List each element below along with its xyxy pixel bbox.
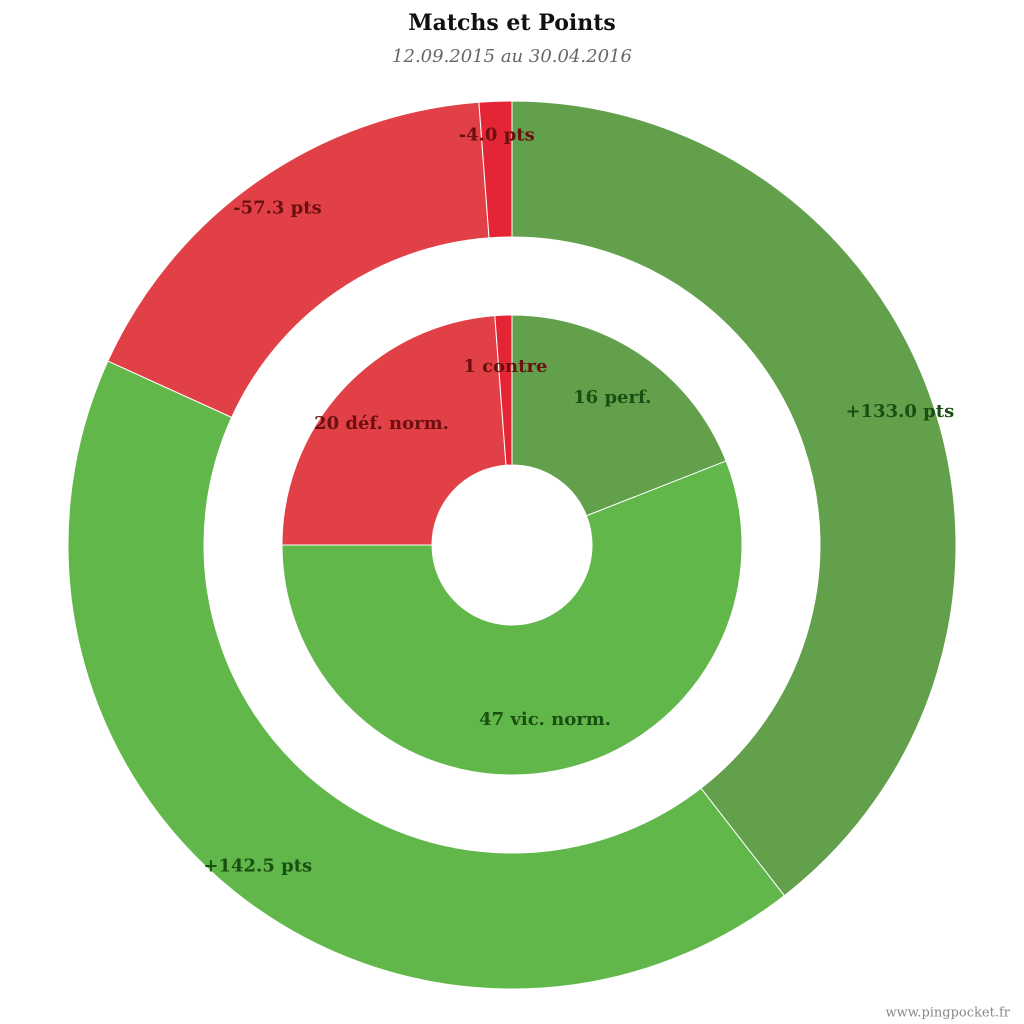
data-label: +142.5 pts [203,856,312,877]
pie-slice [511,100,957,897]
pie-slice [494,314,513,466]
data-label: -57.3 pts [233,198,322,219]
chart-title: Matchs et Points [408,10,616,36]
pie-slice [107,101,490,419]
data-label: +133.0 pts [845,401,954,422]
pie-slice [281,315,507,546]
data-label: 1 contre [463,356,547,377]
chart-subtitle: 12.09.2015 au 30.04.2016 [392,46,632,67]
data-label: 20 déf. norm. [314,413,449,434]
data-label: 47 vic. norm. [479,709,611,730]
footer: www.pingpocket.fr [885,1006,1010,1021]
pie-slice [67,360,786,990]
pie-slice [478,100,513,239]
pie-slice [281,460,743,776]
data-label: -4.0 pts [459,124,535,145]
pie-slice [511,314,727,517]
data-label: 16 perf. [573,387,651,408]
